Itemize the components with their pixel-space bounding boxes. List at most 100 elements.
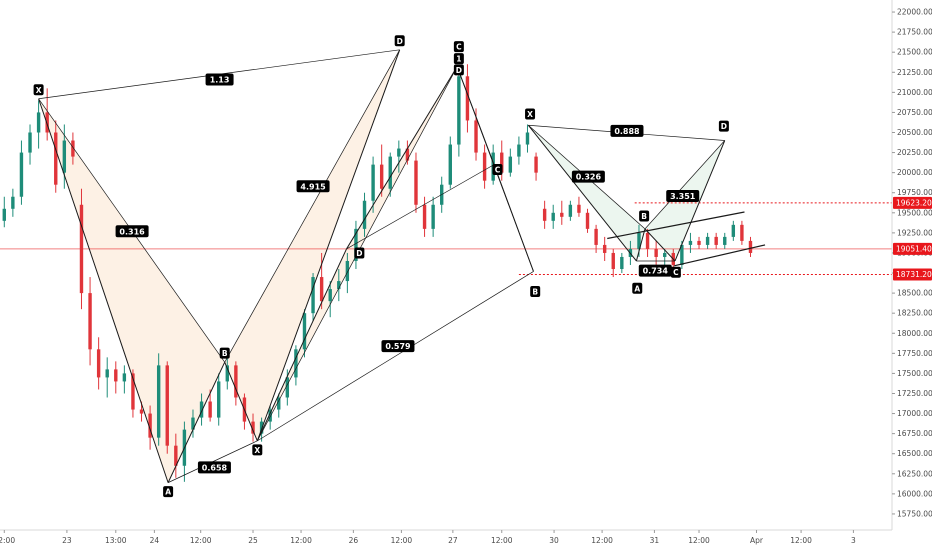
candle-body: [362, 200, 367, 229]
point-label-bg: [718, 120, 729, 132]
candle-body: [585, 212, 590, 229]
point-label: D: [721, 122, 727, 131]
candle-body: [542, 208, 547, 221]
ratio-label: 0.326: [576, 173, 602, 182]
time-tick-label: 26: [349, 536, 359, 545]
point-label-bg: [252, 444, 263, 456]
price-tick-label: 20500.00: [897, 128, 932, 137]
price-tick-label: 18500.00: [897, 289, 932, 298]
point-label-bg: [530, 286, 541, 297]
time-tick-label: 12:00: [0, 536, 15, 545]
time-axis[interactable]: 12:00 23 13:00 24 12:00 25 12:00 26 12:00 27 12:00…: [0, 529, 932, 550]
ratio-label-bg: [610, 124, 644, 137]
point-label-bg: [33, 84, 44, 96]
point-label-bg: [492, 163, 503, 175]
candle-body: [534, 156, 538, 173]
pattern-leg: [346, 66, 458, 250]
point-label: A: [165, 488, 171, 497]
candle-body: [311, 277, 315, 314]
price-tick-label: 20250.00: [897, 148, 932, 157]
candle-body: [156, 365, 161, 438]
candle-body: [225, 365, 229, 382]
candle-body: [714, 236, 718, 245]
candle-body: [131, 373, 135, 410]
price-tag-label: 19623.20: [896, 198, 932, 207]
candle-body: [199, 401, 204, 418]
wedge-line: [674, 244, 766, 267]
candle-body: [697, 240, 701, 245]
candle-body: [208, 401, 212, 418]
time-axis-bg: [0, 530, 932, 550]
time-tick-label: 27: [448, 536, 458, 545]
ratio-label: 1.13: [210, 76, 230, 85]
candle-body: [594, 228, 598, 245]
point-label: B: [222, 349, 228, 358]
price-tick-label: 19250.00: [897, 228, 932, 237]
point-label-bg: [670, 266, 681, 278]
time-tick-label: 12:00: [290, 536, 312, 545]
candle-body: [465, 76, 470, 121]
candle-body: [234, 365, 238, 398]
candle-body: [405, 148, 410, 161]
candle-body: [397, 148, 401, 157]
price-tags: 19623.20 19051.40 18731.20: [893, 196, 932, 281]
pattern-leg: [256, 248, 347, 442]
pattern-leg: [644, 228, 676, 262]
point-label: X: [36, 86, 42, 95]
pattern-labels: 1.13 0.316 4.915 0.658 0.579 0.888 0.326 3.351 0…: [33, 35, 729, 498]
point-label: D: [456, 66, 462, 75]
candle-body: [688, 240, 693, 245]
candle-body: [28, 132, 32, 153]
candle-body: [645, 232, 650, 249]
pattern-lines: [38, 49, 766, 483]
point-label: B: [532, 288, 538, 297]
point-label-bg: [525, 108, 536, 120]
point-label-bg: [632, 282, 643, 294]
price-tick-label: 20750.00: [897, 108, 932, 117]
price-tag-label: 19051.40: [896, 244, 932, 253]
time-tick-label: 3: [851, 536, 856, 545]
time-tick-label: 12:00: [688, 536, 710, 545]
candle-body: [328, 289, 332, 302]
point-label: 1: [456, 55, 461, 64]
pattern-ac: [346, 164, 495, 250]
point-label-bg: [219, 347, 230, 359]
point-label: C: [495, 165, 501, 174]
price-tick-label: 19750.00: [897, 188, 932, 197]
wedge-line: [607, 211, 745, 240]
candle-body: [602, 244, 607, 253]
point-label-bg: [453, 41, 464, 53]
candle-body: [345, 260, 350, 282]
ratio-label: 0.734: [643, 267, 669, 276]
candle-body: [54, 132, 58, 185]
ratio-label: 0.579: [385, 342, 411, 351]
pattern-leg: [38, 98, 169, 483]
point-label: D: [356, 249, 362, 258]
pattern-leg: [527, 124, 637, 262]
candle-body: [62, 140, 67, 173]
candle-body: [277, 397, 281, 410]
candle-body: [79, 204, 84, 294]
time-tick-label: 12:00: [790, 536, 812, 545]
ratio-label: 0.316: [119, 227, 145, 236]
point-label: X: [527, 110, 533, 119]
price-tag-label: 18731.20: [896, 270, 932, 279]
candle-body: [36, 112, 41, 133]
candle-body: [620, 256, 624, 270]
candle-body: [748, 240, 753, 253]
candle-body: [663, 252, 667, 257]
candle-body: [139, 409, 144, 414]
time-tick-label: 25: [248, 536, 258, 545]
price-tick-label: 21500.00: [897, 48, 932, 57]
candle-body: [371, 164, 375, 201]
pattern-leg: [674, 140, 726, 262]
ratio-label-bg: [638, 264, 672, 277]
candle-body: [705, 236, 710, 245]
point-label-bg: [394, 35, 405, 47]
time-tick-label: 12:00: [591, 536, 613, 545]
pattern-leg: [224, 361, 258, 442]
point-label: C: [673, 268, 679, 277]
candle-body: [577, 204, 581, 213]
